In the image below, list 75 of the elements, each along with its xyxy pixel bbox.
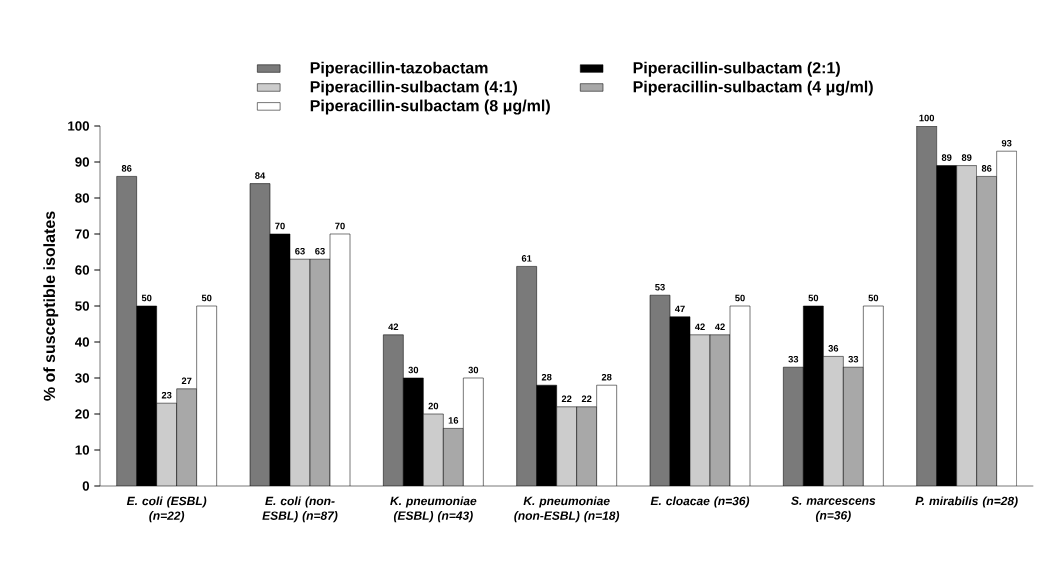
bar	[516, 266, 537, 486]
bar	[383, 334, 404, 486]
data-label: 22	[561, 395, 572, 403]
data-label: 33	[788, 355, 799, 363]
y-tick-label: 90	[75, 157, 90, 167]
data-label: 50	[141, 294, 152, 302]
y-tick-label: 10	[75, 445, 90, 455]
x-tick-label: P. mirabilis (n=28)	[915, 496, 1018, 508]
data-label: 63	[315, 247, 325, 255]
bar	[443, 428, 464, 486]
data-label: 28	[601, 373, 612, 381]
data-label: 42	[694, 323, 705, 331]
y-tick-label: 80	[75, 193, 90, 203]
bar	[976, 176, 997, 486]
data-label: 50	[201, 294, 212, 302]
y-tick-label: 20	[75, 409, 90, 419]
bar	[956, 165, 977, 486]
data-label: 28	[541, 373, 552, 381]
data-label: 70	[275, 222, 285, 230]
legend-label: Piperacillin-sulbactam (2:1)	[633, 61, 840, 77]
x-tick-label: S. marcescens (n=36)	[791, 496, 876, 522]
bar	[556, 406, 577, 486]
data-label: 16	[448, 417, 459, 424]
data-label: 42	[714, 323, 725, 331]
data-label: 23	[161, 391, 172, 399]
data-label: 30	[408, 366, 419, 374]
bar	[423, 414, 444, 486]
y-tick-label: 50	[75, 301, 90, 311]
y-tick-label: 60	[75, 265, 90, 275]
data-label: 42	[388, 323, 399, 331]
legend-label: Piperacillin-sulbactam (4 μg/ml)	[633, 80, 873, 96]
x-tick-label: K. pneumoniae (non-ESBL) (n=18)	[514, 496, 620, 523]
bar	[250, 183, 270, 486]
bar	[783, 367, 804, 486]
x-tick-label: K. pneumoniae (ESBL) (n=43)	[390, 496, 477, 523]
data-label: 50	[808, 294, 819, 302]
data-label: 70	[335, 222, 345, 230]
bar	[156, 403, 177, 486]
data-label: 86	[121, 165, 132, 172]
data-label: 89	[941, 154, 952, 161]
data-label: 61	[521, 255, 532, 262]
bar	[843, 367, 864, 486]
data-label: 20	[428, 402, 439, 410]
y-tick-label: 30	[75, 373, 90, 383]
bar	[116, 176, 137, 486]
data-label: 93	[1001, 139, 1012, 147]
data-label: 89	[961, 154, 972, 161]
data-label: 50	[735, 294, 745, 302]
data-label: 50	[868, 294, 879, 302]
data-label: 63	[295, 247, 305, 255]
y-tick-label: 100	[68, 121, 90, 131]
y-tick-label: 0	[82, 481, 90, 491]
data-label: 86	[981, 165, 992, 172]
data-label: 36	[828, 345, 839, 352]
data-label: 47	[674, 305, 685, 313]
x-tick-label: E. cloacae (n=36)	[650, 496, 750, 508]
y-tick-label: 40	[74, 337, 90, 347]
bar	[176, 388, 197, 486]
legend-label: Piperacillin-sulbactam (8 μg/ml)	[310, 99, 550, 115]
bar	[916, 126, 937, 486]
data-label: 53	[655, 283, 665, 291]
legend-label: Piperacillin-tazobactam	[310, 61, 488, 77]
data-label: 22	[581, 395, 592, 403]
data-label: 84	[255, 172, 266, 179]
x-tick-label: E. coli (ESBL) (n=22)	[126, 496, 207, 523]
bar	[576, 406, 597, 486]
y-axis-title: % of susceptible isolates	[43, 211, 59, 401]
bar	[823, 356, 844, 486]
data-label: 33	[848, 355, 859, 363]
x-tick-label: E. coli (non-ESBL) (n=87)	[262, 496, 338, 523]
data-label: 27	[181, 377, 192, 385]
y-tick-label: 70	[75, 229, 90, 239]
data-label: 100	[919, 114, 935, 122]
data-label: 30	[468, 366, 479, 374]
legend-label: Piperacillin-sulbactam (4:1)	[310, 80, 517, 96]
